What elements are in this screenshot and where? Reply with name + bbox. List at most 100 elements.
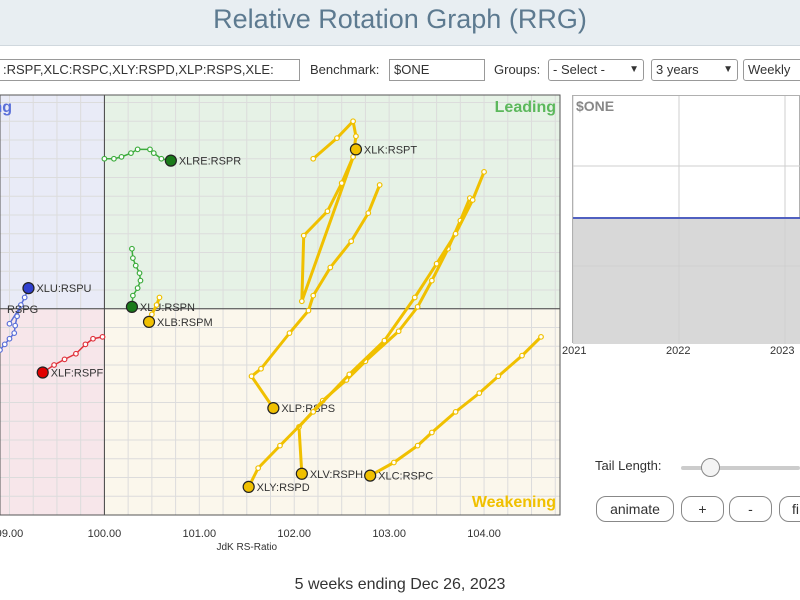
step-forward-button[interactable]: + [681, 496, 724, 522]
tail-point [82, 341, 89, 348]
tail-point [153, 302, 160, 308]
tail-point [73, 350, 79, 357]
weakening-label: Weakening [472, 494, 556, 511]
tail-point [12, 322, 19, 329]
controls-bar: :RSPF,XLC:RSPC,XLY:RSPD,XLP:RSPS,XLE: Be… [0, 56, 800, 84]
tail-point [51, 362, 58, 368]
frequency-select-value: Weekly [748, 62, 791, 77]
title-bar: Relative Rotation Graph (RRG) [0, 0, 800, 46]
tail-point [476, 390, 483, 397]
tail-point [334, 135, 340, 142]
series-xlf-rspf: XLF:RSPF [36, 333, 106, 380]
tail-point [327, 264, 334, 271]
tail-point [338, 180, 345, 187]
tail-point [137, 277, 144, 284]
tail-point [156, 294, 163, 301]
series-tail [8, 308, 20, 325]
tail-length-label: Tail Length: [595, 458, 662, 473]
series-label: XLU:RSPU [36, 283, 91, 295]
symbols-input[interactable]: :RSPF,XLC:RSPC,XLY:RSPD,XLP:RSPS,XLE: [0, 59, 300, 81]
head-point [36, 366, 49, 379]
tail-point [277, 442, 283, 449]
series-xlb-rspm: XLB:RSPM [142, 294, 213, 329]
x-tick-label: 104.00 [467, 528, 501, 540]
tail-point [298, 298, 305, 305]
period-select[interactable]: 3 years ▼ [651, 59, 738, 81]
chevron-down-icon: ▼ [723, 64, 733, 75]
tail-point [61, 356, 68, 363]
series-xlp-rsps: XLP:RSPS [248, 182, 383, 415]
tail-length-slider-thumb[interactable] [700, 458, 720, 477]
tail-point [118, 153, 125, 160]
head-point [164, 154, 177, 167]
tail-point [132, 262, 139, 269]
benchmark-area-fill [573, 218, 800, 344]
series-xlu-rspu: XLU:RSPU [0, 282, 92, 353]
series-label: XLF:RSPF [51, 368, 104, 380]
series-tail [300, 119, 358, 303]
benchmark-input[interactable]: $ONE [389, 59, 485, 81]
more-button[interactable]: fi [779, 496, 800, 522]
x-axis-label: JdK RS-Ratio [216, 542, 277, 553]
tail-point [0, 347, 3, 353]
tail-point [6, 335, 13, 342]
tail-point [495, 373, 502, 380]
tail-point [353, 133, 359, 140]
x-tick-label: 101.00 [182, 528, 216, 540]
tail-point [310, 155, 317, 162]
head-point [295, 467, 308, 480]
tail-point [376, 182, 383, 188]
tail-length-slider[interactable] [681, 466, 800, 470]
series-label: XLRE:RSPR [179, 156, 241, 168]
improving-quadrant [0, 95, 105, 309]
head-point [364, 469, 377, 482]
tail-point [128, 150, 134, 157]
tail-point [519, 352, 525, 359]
leading-label: Leading [495, 99, 556, 116]
benchmark-panel: $ONE [572, 95, 800, 344]
tail-point [286, 330, 293, 337]
page-title: Relative Rotation Graph (RRG) [213, 4, 587, 34]
series-xlre-rspr: XLRE:RSPR [101, 146, 241, 168]
tail-point [158, 155, 165, 162]
tail-point [452, 408, 459, 415]
tail-point [134, 146, 141, 153]
tail-point [134, 285, 141, 292]
period-select-value: 3 years [656, 62, 699, 77]
animate-button[interactable]: animate [596, 496, 674, 522]
tail-point [258, 365, 264, 372]
x-tick-label: 103.00 [372, 528, 406, 540]
tail-point [305, 307, 312, 314]
side-panel-tick-2023: 2023 [770, 345, 795, 357]
x-tick-label: 102.00 [277, 528, 311, 540]
tail-point [414, 303, 421, 310]
frequency-select[interactable]: Weekly [743, 59, 800, 81]
side-panel-tick-2021: 2021 [562, 345, 587, 357]
benchmark-symbol: $ONE [576, 98, 614, 114]
period-ending-label: 5 weeks ending Dec 26, 2023 [294, 576, 506, 593]
tail-point [381, 337, 388, 344]
series-xlc-rspc: XLC:RSPC [364, 333, 544, 483]
tail-point [469, 197, 476, 203]
x-tick-label: 99.00 [0, 528, 23, 540]
tail-point [395, 328, 402, 335]
tail-point [110, 155, 117, 162]
tail-point [255, 465, 262, 472]
head-point [267, 402, 280, 415]
tail-point [365, 210, 372, 217]
tail-point [11, 330, 18, 337]
tail-point [129, 255, 136, 262]
x-tick-label: 100.00 [88, 528, 122, 540]
series-label: RSPG [7, 304, 38, 316]
groups-select[interactable]: - Select - ▼ [548, 59, 644, 81]
series-label: XLP:RSPS [281, 403, 335, 415]
tail-point [248, 373, 255, 380]
benchmark-mini-chart: $ONE [572, 96, 800, 344]
step-back-button[interactable]: - [729, 496, 772, 522]
lagging-quadrant [0, 308, 105, 515]
tail-point [414, 442, 421, 449]
tail-point [129, 245, 135, 252]
tail-point [150, 150, 157, 157]
tail-point [90, 335, 96, 342]
